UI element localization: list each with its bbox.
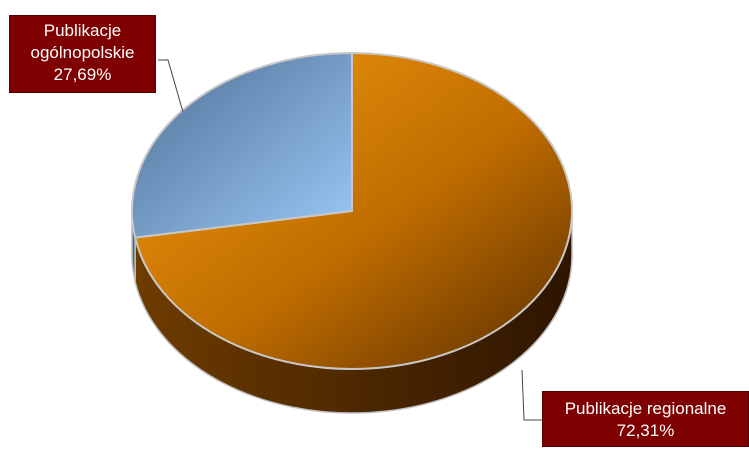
data-label-national-name-1: Publikacje (43, 21, 122, 40)
leader-lines (158, 59, 545, 421)
leader-line-regional (521, 369, 545, 421)
leader-line-national (158, 59, 184, 113)
pie-top-layer (131, 52, 573, 370)
data-label-regional-name: Publikacje regionalne (564, 399, 727, 418)
data-label-national-name-2: ogólnopolskie (30, 43, 135, 62)
data-label-regional-value: 72,31% (616, 421, 675, 440)
data-label-national: Publikacje ogólnopolskie 27,69% (9, 15, 156, 93)
pie-slice-national (131, 52, 353, 239)
data-label-regional: Publikacje regionalne 72,31% (542, 391, 749, 447)
data-label-national-value: 27,69% (53, 65, 112, 84)
pie-slice-regional (134, 52, 573, 370)
